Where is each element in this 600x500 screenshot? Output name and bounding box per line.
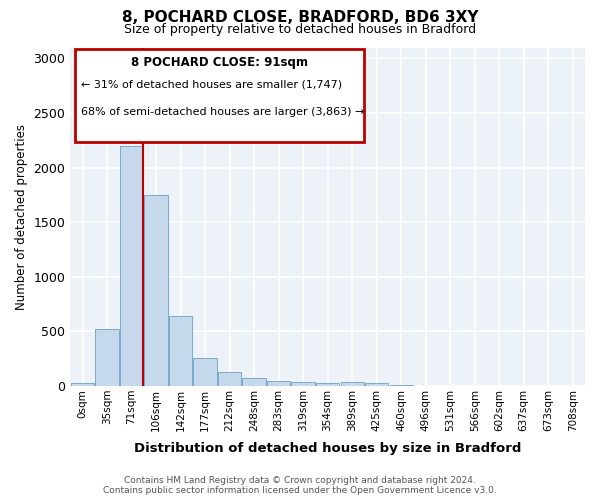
Text: Size of property relative to detached houses in Bradford: Size of property relative to detached ho… (124, 22, 476, 36)
Text: 8 POCHARD CLOSE: 91sqm: 8 POCHARD CLOSE: 91sqm (131, 56, 308, 69)
Bar (218, 372, 241, 386)
Bar (365, 382, 388, 386)
Text: 8, POCHARD CLOSE, BRADFORD, BD6 3XY: 8, POCHARD CLOSE, BRADFORD, BD6 3XY (122, 10, 478, 25)
Y-axis label: Number of detached properties: Number of detached properties (15, 124, 28, 310)
Bar (316, 382, 339, 386)
X-axis label: Distribution of detached houses by size in Bradford: Distribution of detached houses by size … (134, 442, 521, 455)
Bar (341, 382, 364, 386)
Bar (169, 316, 192, 386)
Text: 68% of semi-detached houses are larger (3,863) →: 68% of semi-detached houses are larger (… (80, 106, 364, 117)
Bar (95, 329, 119, 386)
Bar (292, 382, 315, 386)
Text: Contains HM Land Registry data © Crown copyright and database right 2024.
Contai: Contains HM Land Registry data © Crown c… (103, 476, 497, 495)
Bar (71, 382, 94, 386)
Bar (242, 378, 266, 386)
Text: ← 31% of detached houses are smaller (1,747): ← 31% of detached houses are smaller (1,… (80, 80, 342, 90)
Bar (267, 381, 290, 386)
Bar (120, 146, 143, 386)
Bar (145, 195, 168, 386)
FancyBboxPatch shape (76, 49, 364, 142)
Bar (193, 358, 217, 386)
